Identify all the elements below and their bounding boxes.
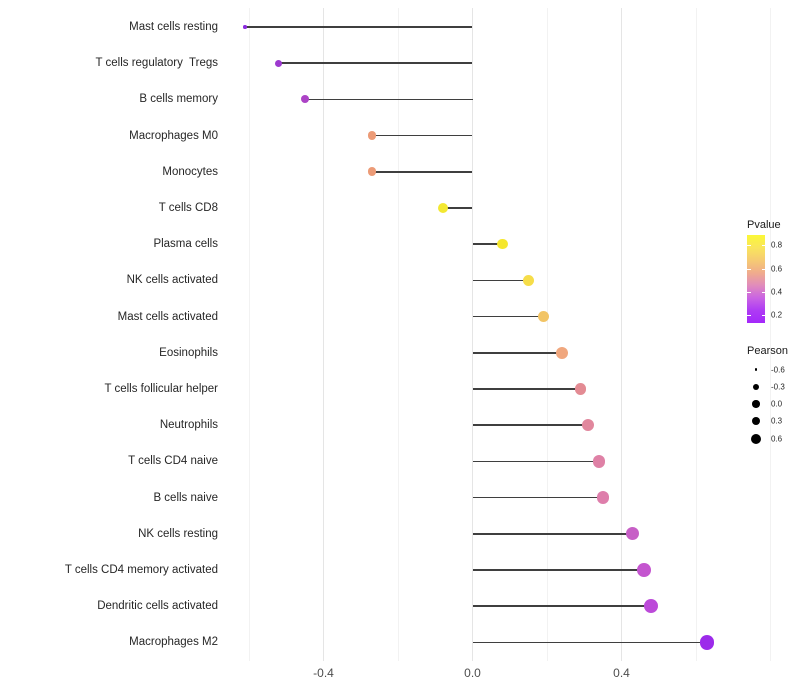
y-axis-label: T cells regulatory Tregs bbox=[95, 57, 218, 70]
lollipop-stick bbox=[304, 98, 473, 101]
lollipop-stick bbox=[472, 641, 708, 644]
pearson-size-dot bbox=[754, 368, 758, 371]
pearson-size-dot bbox=[751, 416, 761, 426]
pvalue-colorbar-tick bbox=[761, 244, 765, 246]
y-axis-label: B cells naive bbox=[153, 491, 218, 504]
x-gridline-minor bbox=[695, 8, 697, 661]
pvalue-colorbar-tick bbox=[747, 314, 751, 316]
y-axis-label: T cells CD4 naive bbox=[128, 455, 218, 468]
lollipop-stick bbox=[472, 315, 544, 318]
lollipop-dot bbox=[275, 59, 283, 67]
pearson-size-label: 0.0 bbox=[771, 399, 783, 409]
lollipop-stick bbox=[472, 424, 588, 427]
y-axis-label: Monocytes bbox=[162, 165, 218, 178]
lollipop-dot bbox=[300, 95, 309, 104]
x-axis-tick-label: 0.0 bbox=[464, 666, 481, 680]
lollipop-stick bbox=[371, 134, 473, 137]
lollipop-stick bbox=[472, 605, 652, 608]
lollipop-dot bbox=[367, 167, 377, 177]
lollipop-dot bbox=[243, 25, 248, 29]
x-gridline-minor bbox=[770, 8, 771, 661]
x-gridline-major bbox=[472, 8, 473, 661]
pearson-size-dot bbox=[753, 384, 759, 390]
lollipop-dot bbox=[596, 491, 610, 504]
pearson-size-label: 0.3 bbox=[771, 416, 783, 426]
lollipop-dot bbox=[537, 310, 549, 323]
lollipop-dot bbox=[522, 274, 534, 286]
lollipop-stick bbox=[472, 351, 562, 354]
lollipop-stick bbox=[472, 496, 603, 499]
lollipop-dot bbox=[699, 635, 715, 650]
x-axis-tick-label: 0.4 bbox=[613, 666, 630, 680]
pearson-size-label: -0.6 bbox=[771, 365, 785, 375]
pvalue-colorbar-tick bbox=[761, 314, 765, 316]
y-axis-label: Macrophages M2 bbox=[129, 636, 218, 649]
pvalue-legend-title: Pvalue bbox=[747, 219, 781, 231]
y-axis-label: Neutrophils bbox=[159, 419, 218, 432]
pearson-size-dot bbox=[752, 400, 760, 408]
pearson-size-label: 0.6 bbox=[771, 434, 783, 443]
y-axis-label: T cells CD4 memory activated bbox=[64, 564, 218, 576]
y-axis-label: Mast cells resting bbox=[129, 21, 218, 33]
y-axis-label: B cells memory bbox=[139, 93, 218, 106]
lollipop-dot bbox=[636, 563, 651, 577]
lollipop-stick bbox=[472, 460, 600, 463]
x-gridline-major bbox=[323, 8, 324, 661]
lollipop-stick bbox=[472, 388, 581, 390]
pvalue-colorbar-tick bbox=[761, 291, 765, 293]
pvalue-colorbar-tick-label: 0.4 bbox=[771, 287, 783, 296]
lollipop-stick bbox=[472, 243, 503, 246]
x-gridline-major bbox=[621, 8, 622, 661]
y-axis-label: NK cells resting bbox=[138, 527, 218, 540]
pvalue-colorbar-tick-label: 0.2 bbox=[771, 310, 783, 319]
y-axis-label: T cells CD8 bbox=[158, 202, 218, 214]
y-axis-label: Mast cells activated bbox=[117, 310, 218, 323]
lollipop-stick bbox=[472, 569, 644, 571]
lollipop-stick bbox=[245, 26, 473, 28]
pvalue-colorbar-tick bbox=[761, 268, 765, 270]
lollipop-dot bbox=[574, 383, 587, 395]
pvalue-colorbar bbox=[747, 235, 765, 323]
y-axis-label: NK cells activated bbox=[126, 274, 218, 287]
pearson-legend-title: Pearson bbox=[747, 345, 788, 357]
pvalue-colorbar-tick bbox=[747, 291, 751, 293]
x-gridline-minor bbox=[248, 8, 250, 661]
lollipop-stick bbox=[472, 532, 633, 535]
pvalue-colorbar-tick bbox=[747, 268, 751, 270]
lollipop-stick bbox=[278, 62, 473, 65]
x-gridline-minor bbox=[546, 8, 548, 661]
lollipop-dot bbox=[581, 419, 595, 432]
lollipop-stick bbox=[371, 170, 473, 173]
y-axis-label: Eosinophils bbox=[159, 346, 218, 359]
y-axis-label: Macrophages M0 bbox=[129, 129, 218, 142]
lollipop-stick bbox=[472, 279, 529, 282]
lollipop-dot bbox=[555, 346, 568, 359]
lollipop-dot bbox=[626, 527, 640, 541]
y-axis-label: T cells follicular helper bbox=[104, 383, 218, 395]
lollipop-dot bbox=[367, 131, 377, 140]
pearson-size-dot bbox=[751, 433, 761, 444]
y-axis-label: Dendritic cells activated bbox=[97, 600, 218, 613]
y-axis-label: Plasma cells bbox=[153, 238, 218, 251]
x-gridline-minor bbox=[397, 8, 399, 661]
lollipop-dot bbox=[644, 599, 659, 614]
x-axis-tick-label: -0.4 bbox=[313, 666, 334, 680]
lollipop-stick bbox=[442, 207, 473, 209]
lollipop-dot bbox=[497, 238, 508, 250]
pvalue-colorbar-tick-label: 0.8 bbox=[771, 240, 783, 249]
pvalue-colorbar-tick-label: 0.6 bbox=[771, 264, 783, 273]
pearson-size-label: -0.3 bbox=[771, 382, 785, 392]
pvalue-colorbar-tick bbox=[747, 244, 751, 246]
lollipop-dot bbox=[592, 455, 606, 468]
lollipop-dot bbox=[437, 202, 448, 214]
